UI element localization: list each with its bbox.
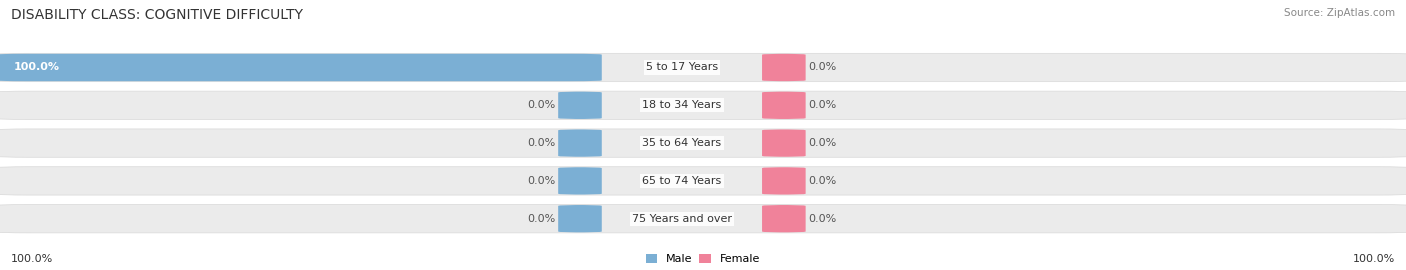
Text: 0.0%: 0.0% [808,214,837,224]
FancyBboxPatch shape [558,92,602,119]
Text: DISABILITY CLASS: COGNITIVE DIFFICULTY: DISABILITY CLASS: COGNITIVE DIFFICULTY [11,8,304,22]
Text: 100.0%: 100.0% [1353,254,1395,264]
Legend: Male, Female: Male, Female [647,254,759,264]
Text: 18 to 34 Years: 18 to 34 Years [643,100,721,110]
Text: 0.0%: 0.0% [808,138,837,148]
Text: 0.0%: 0.0% [808,62,837,73]
Text: Source: ZipAtlas.com: Source: ZipAtlas.com [1284,8,1395,18]
FancyBboxPatch shape [0,205,1406,233]
Text: 0.0%: 0.0% [808,176,837,186]
Text: 0.0%: 0.0% [527,100,555,110]
Text: 65 to 74 Years: 65 to 74 Years [643,176,721,186]
Text: 0.0%: 0.0% [527,138,555,148]
FancyBboxPatch shape [0,91,1406,119]
Text: 5 to 17 Years: 5 to 17 Years [645,62,718,73]
Text: 0.0%: 0.0% [527,214,555,224]
FancyBboxPatch shape [0,53,1406,82]
Text: 75 Years and over: 75 Years and over [631,214,733,224]
FancyBboxPatch shape [558,167,602,195]
FancyBboxPatch shape [0,167,1406,195]
FancyBboxPatch shape [762,92,806,119]
Text: 0.0%: 0.0% [808,100,837,110]
Text: 35 to 64 Years: 35 to 64 Years [643,138,721,148]
FancyBboxPatch shape [0,54,602,81]
FancyBboxPatch shape [762,167,806,195]
FancyBboxPatch shape [558,129,602,157]
FancyBboxPatch shape [762,129,806,157]
FancyBboxPatch shape [0,129,1406,157]
FancyBboxPatch shape [762,54,806,81]
Text: 100.0%: 100.0% [11,254,53,264]
FancyBboxPatch shape [762,205,806,232]
Text: 0.0%: 0.0% [527,176,555,186]
Text: 100.0%: 100.0% [14,62,60,73]
FancyBboxPatch shape [558,205,602,232]
